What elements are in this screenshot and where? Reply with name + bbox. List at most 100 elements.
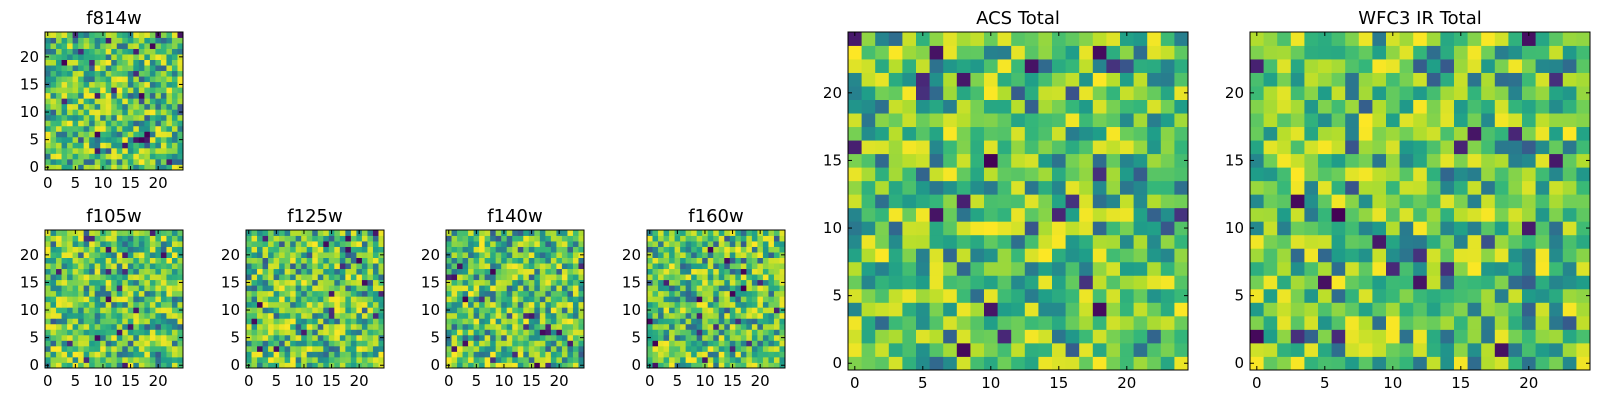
heatmap-cell <box>713 345 720 352</box>
heatmap-cell <box>111 153 118 160</box>
heatmap-cell <box>78 125 85 132</box>
heatmap-cell <box>757 241 764 247</box>
heatmap-cell <box>1345 113 1360 128</box>
heatmap-cell <box>323 263 330 270</box>
heatmap-cell <box>457 235 463 242</box>
heatmap-cell <box>122 125 129 132</box>
heatmap-cell <box>735 351 742 358</box>
heatmap-cell <box>451 356 458 363</box>
heatmap-cell <box>268 334 274 341</box>
heatmap-cell <box>916 288 930 303</box>
heatmap-cell <box>1079 275 1094 290</box>
heatmap-cell <box>372 230 379 236</box>
heatmap-cell <box>111 334 118 341</box>
heatmap-cell <box>762 356 769 363</box>
heatmap-cell <box>1290 72 1305 87</box>
heatmap-cell <box>848 221 862 236</box>
heatmap-cell <box>144 279 151 286</box>
heatmap-cell <box>848 126 862 141</box>
heatmap-cell <box>902 45 917 60</box>
heatmap-cell <box>556 257 563 264</box>
heatmap-cell <box>116 37 123 44</box>
heatmap-cell <box>105 98 112 105</box>
heatmap-cell <box>67 274 73 281</box>
heatmap-cell <box>83 48 90 55</box>
heatmap-cell <box>262 230 269 236</box>
heatmap-cell <box>451 351 458 358</box>
heatmap-cell <box>691 356 698 363</box>
heatmap-cell <box>652 334 659 341</box>
heatmap-cell <box>1494 99 1509 114</box>
heatmap-cell <box>468 257 474 264</box>
heatmap-cell <box>138 345 145 352</box>
heatmap-cell <box>1399 356 1414 371</box>
heatmap-cell <box>378 323 385 330</box>
heatmap-cell <box>647 296 653 303</box>
heatmap-cell <box>111 87 118 94</box>
heatmap-cell <box>779 263 786 270</box>
heatmap-cell <box>1250 248 1264 263</box>
heatmap-cell <box>1038 153 1053 168</box>
heatmap-cell <box>138 285 145 292</box>
heatmap-cell <box>317 290 324 297</box>
heatmap-cell <box>1038 356 1053 371</box>
heatmap-cell <box>1318 32 1332 46</box>
heatmap-cell <box>457 279 463 286</box>
heatmap-cell <box>523 318 530 325</box>
heatmap-cell <box>295 290 302 297</box>
heatmap-cell <box>1290 180 1305 195</box>
heatmap-cell <box>746 263 753 270</box>
heatmap-cell <box>345 235 352 242</box>
heatmap-cell <box>479 290 486 297</box>
heatmap-cell <box>127 356 134 363</box>
heatmap-cell <box>133 59 140 66</box>
heatmap-cell <box>446 329 452 336</box>
x-tick-label: 5 <box>918 374 928 392</box>
heatmap-cell <box>702 274 709 281</box>
heatmap-cell <box>127 37 134 44</box>
heatmap-cell <box>1372 126 1387 141</box>
heatmap-cell <box>166 136 173 143</box>
heatmap-cell <box>361 263 368 270</box>
heatmap-cell <box>943 234 958 249</box>
heatmap-cell <box>1481 221 1496 236</box>
heatmap-cell <box>1549 72 1564 87</box>
heatmap-cell <box>484 312 491 319</box>
heatmap-cell <box>956 329 971 344</box>
heatmap-cell <box>45 48 51 55</box>
heatmap-cell <box>160 340 167 347</box>
heatmap-cell <box>572 307 579 314</box>
heatmap-cell <box>116 103 123 110</box>
heatmap-cell <box>72 257 79 264</box>
heatmap-cell <box>929 288 944 303</box>
heatmap-cell <box>89 351 96 358</box>
heatmap-cell <box>339 235 346 242</box>
heatmap-cell <box>89 59 96 66</box>
x-tick-label: 5 <box>1320 374 1330 392</box>
heatmap-cell <box>943 32 958 46</box>
heatmap-cell <box>1304 234 1319 249</box>
heatmap-cell <box>138 43 145 49</box>
heatmap-cell <box>663 290 670 297</box>
heatmap-cell <box>301 340 308 347</box>
heatmap-cell <box>67 263 73 270</box>
heatmap-cell <box>83 70 90 77</box>
heatmap-cell <box>1133 315 1148 330</box>
heatmap-cell <box>1508 72 1523 87</box>
heatmap-cell <box>116 48 123 55</box>
heatmap-cell <box>45 329 51 336</box>
heatmap-cell <box>290 307 297 314</box>
heatmap-cell <box>133 230 140 236</box>
heatmap-cell <box>473 246 480 253</box>
heatmap-cell <box>72 131 79 138</box>
heatmap-cell <box>1290 315 1305 330</box>
heatmap-cell <box>768 274 775 281</box>
heatmap-cell <box>50 81 57 88</box>
heatmap-cell <box>1481 99 1496 114</box>
heatmap-cell <box>1331 356 1346 371</box>
heatmap-cell <box>512 340 519 347</box>
heatmap-cell <box>740 279 747 286</box>
heatmap-cell <box>306 274 313 281</box>
heatmap-cell <box>166 263 173 270</box>
heatmap-cell <box>523 296 530 303</box>
